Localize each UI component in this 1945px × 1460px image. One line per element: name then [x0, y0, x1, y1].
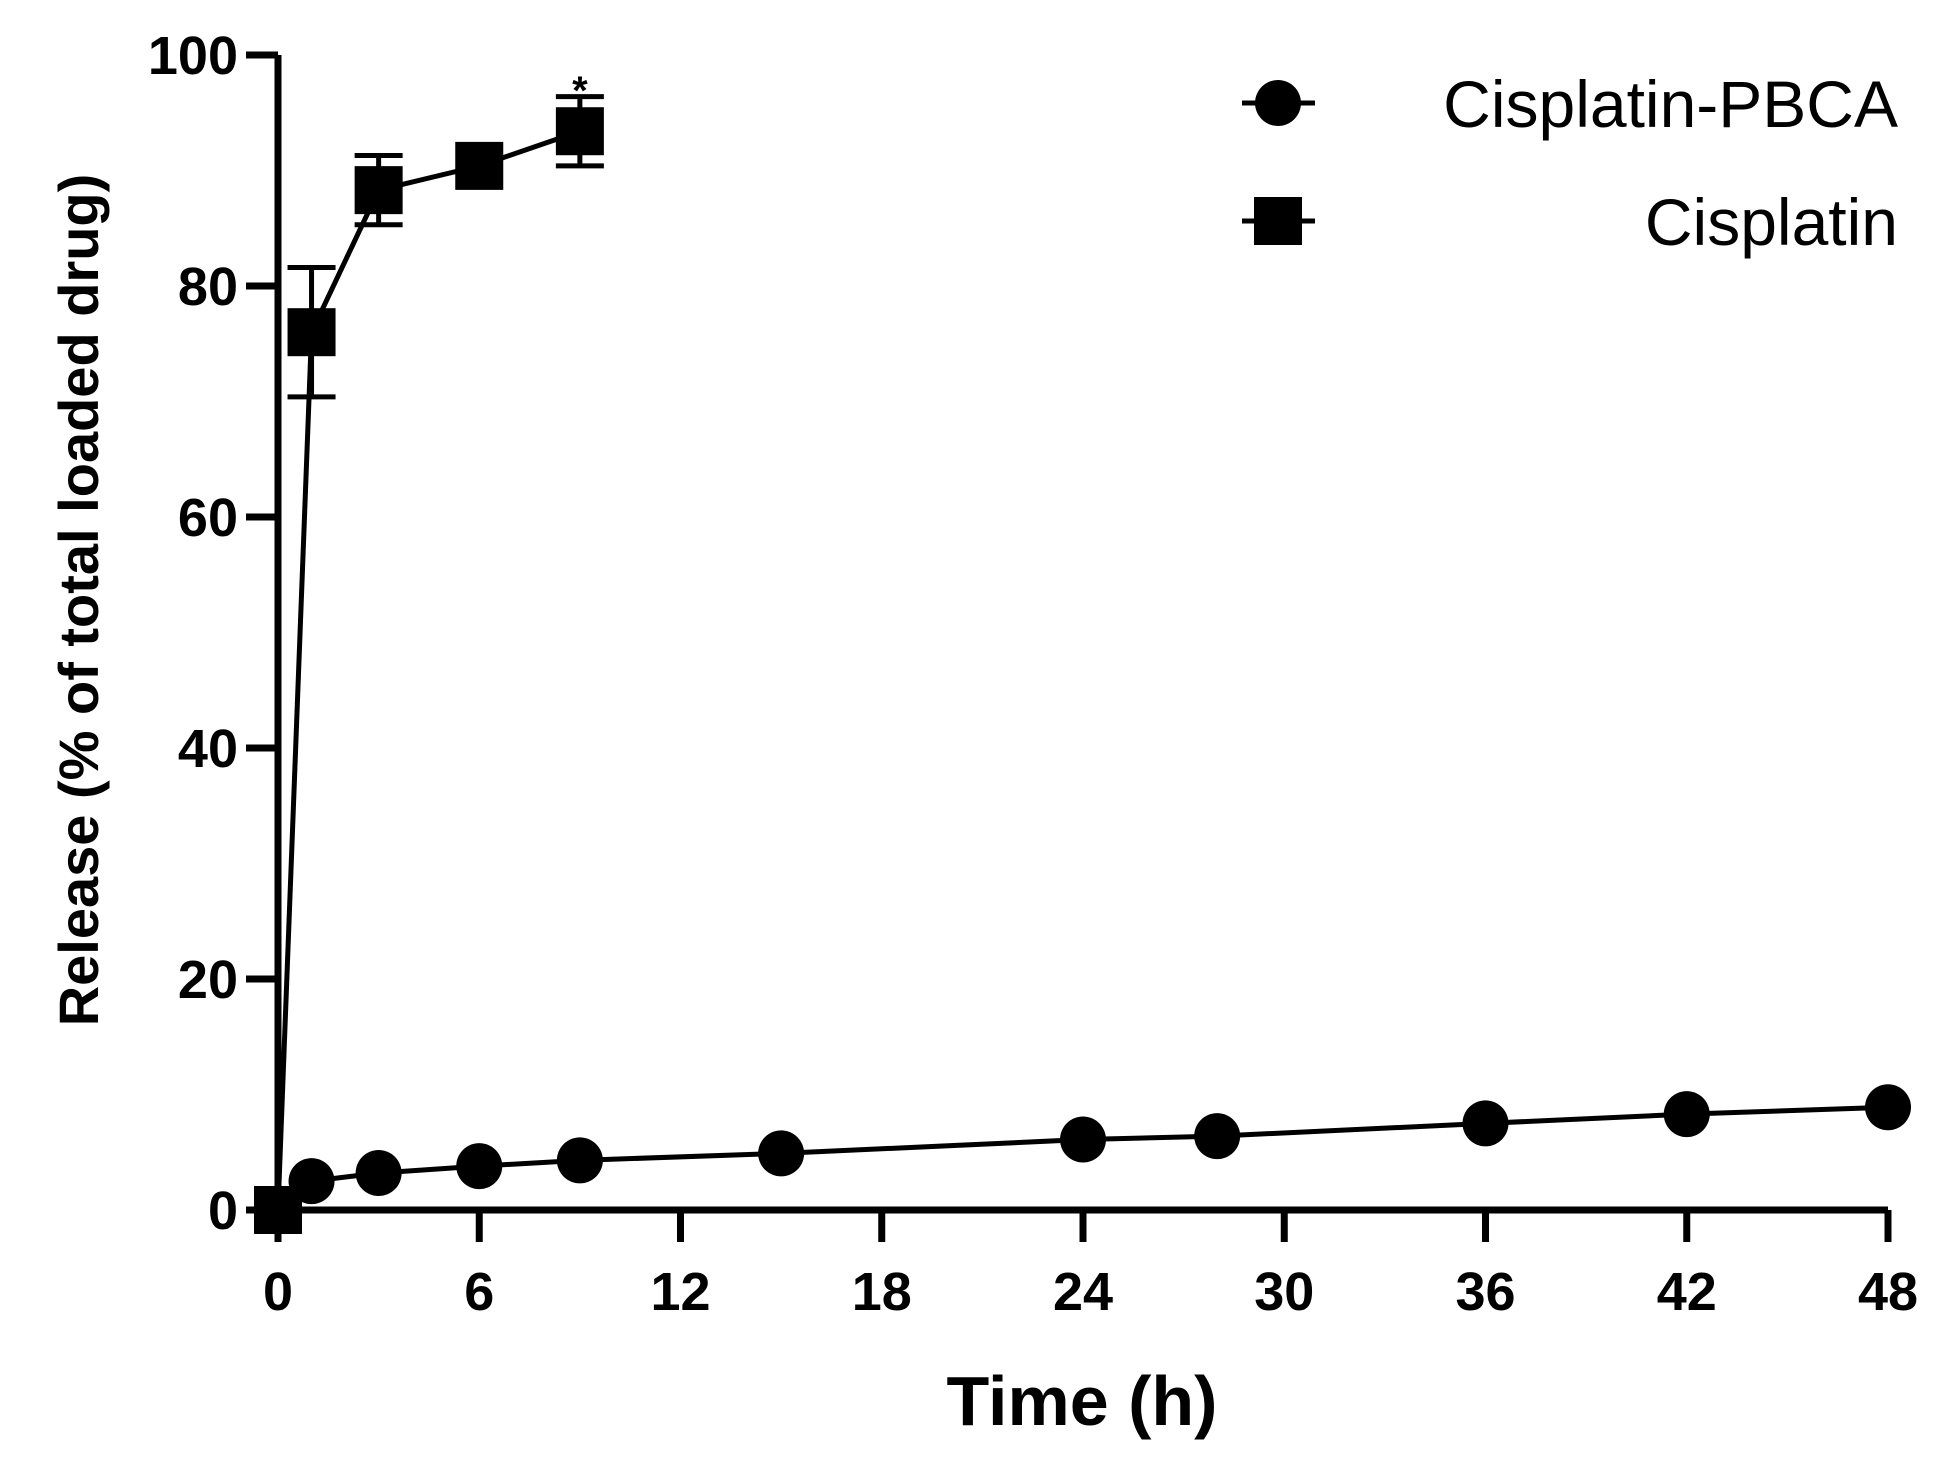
data-point-cisplatin-4 [555, 107, 604, 156]
series-line-cisplatin [275, 128, 581, 1211]
y-axis-title: Release (% of total loaded drug) [47, 174, 110, 1027]
x-tick-label-30: 30 [1254, 1262, 1314, 1322]
plot-area: * [254, 69, 1911, 1234]
data-point-cisplatin-pbca-3 [456, 1143, 503, 1190]
data-point-cisplatin-pbca-7 [1194, 1113, 1241, 1160]
legend-item-cisplatin-pbca: Cisplatin-PBCA [1242, 67, 1898, 141]
x-tick-label-24: 24 [1053, 1262, 1113, 1322]
y-tick-label-80: 80 [178, 257, 238, 317]
legend-label-cisplatin: Cisplatin [1645, 185, 1898, 259]
data-point-cisplatin-pbca-6 [1060, 1116, 1106, 1163]
legend: Cisplatin-PBCA Cisplatin [1242, 67, 1898, 259]
x-tick-label-12: 12 [650, 1262, 710, 1322]
data-point-cisplatin-1 [287, 308, 336, 357]
data-point-cisplatin-pbca-8 [1462, 1100, 1509, 1147]
annotation-0: * [572, 69, 588, 113]
x-tick-label-42: 42 [1657, 1262, 1717, 1322]
data-point-cisplatin-pbca-9 [1663, 1091, 1710, 1138]
legend-label-cisplatin-pbca: Cisplatin-PBCA [1443, 67, 1898, 141]
y-tick-label-40: 40 [178, 719, 238, 779]
data-point-cisplatin-3 [455, 141, 504, 190]
data-point-cisplatin-pbca-10 [1865, 1084, 1911, 1131]
data-point-cisplatin-pbca-2 [355, 1150, 402, 1197]
data-point-cisplatin-0 [254, 1186, 302, 1234]
y-tick-label-100: 100 [148, 26, 238, 86]
y-tick-label-60: 60 [178, 488, 238, 548]
x-tick-label-48: 48 [1858, 1262, 1918, 1322]
y-tick-label-0: 0 [208, 1181, 238, 1241]
data-point-cisplatin-2 [354, 166, 403, 215]
data-point-cisplatin-pbca-4 [556, 1137, 603, 1184]
series-cisplatin [254, 94, 604, 1234]
x-axis-title: Time (h) [947, 1362, 1218, 1440]
legend-marker-cisplatin-pbca [1255, 80, 1301, 126]
axes: 0 20 40 60 80 100 0 6 12 18 24 30 36 42 48 [148, 26, 1918, 1322]
y-tick-label-20: 20 [178, 950, 238, 1010]
x-tick-label-0: 0 [263, 1262, 293, 1322]
legend-marker-cisplatin [1254, 197, 1302, 245]
x-tick-label-36: 36 [1455, 1262, 1515, 1322]
data-point-cisplatin-pbca-5 [758, 1130, 805, 1177]
x-tick-label-18: 18 [852, 1262, 912, 1322]
x-tick-label-6: 6 [464, 1262, 494, 1322]
legend-item-cisplatin: Cisplatin [1242, 185, 1898, 259]
